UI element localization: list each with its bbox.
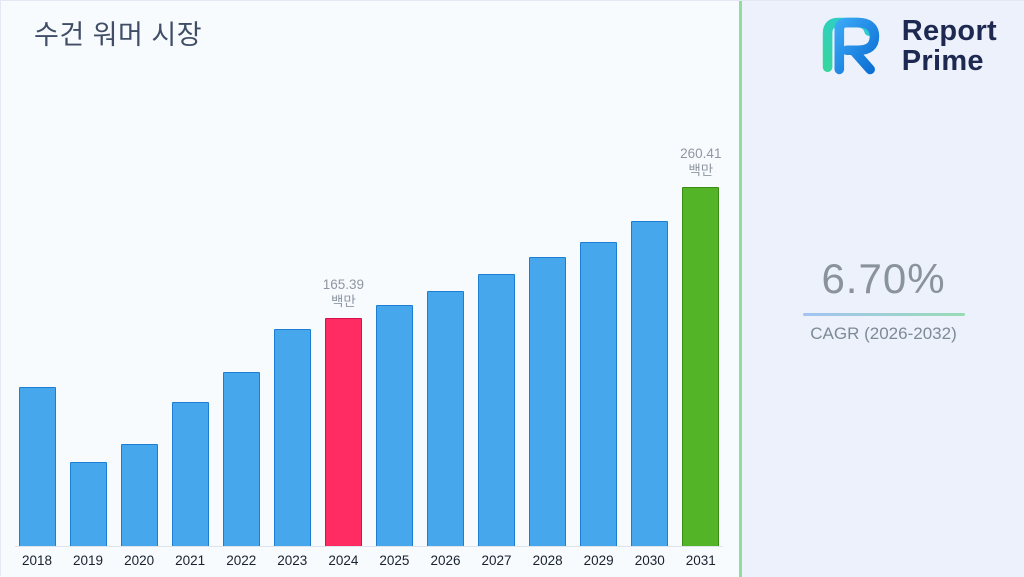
bar-group-2018: 2018 — [15, 387, 59, 571]
bar-2018 — [18, 387, 56, 547]
bar-group-2030: 2030 — [628, 221, 672, 571]
bar-group-2023: 2023 — [270, 329, 314, 571]
value-annotation-2024: 165.39 백만 — [322, 276, 365, 310]
bar-2027 — [478, 274, 516, 547]
cagr-block: 6.70% CAGR (2026-2032) — [742, 255, 1024, 344]
x-tick-2020: 2020 — [124, 553, 155, 568]
x-tick-2027: 2027 — [481, 553, 512, 568]
bar-2024 — [324, 318, 362, 547]
x-tick-2023: 2023 — [277, 553, 308, 568]
report-prime-logo: Report Prime — [812, 13, 997, 79]
x-tick-2019: 2019 — [73, 553, 104, 568]
bar-2026 — [427, 291, 464, 547]
logo-wordmark: Report Prime — [902, 16, 997, 76]
bar-group-2019: 2019 — [66, 462, 110, 571]
chart-panel: 수건 워머 시장 2018 2019 2020 2021 2022 2023 165.39 백… — [1, 1, 740, 577]
x-tick-2030: 2030 — [634, 553, 665, 568]
bar-group-2020: 2020 — [117, 444, 161, 571]
x-tick-2025: 2025 — [379, 553, 410, 568]
x-tick-2021: 2021 — [175, 553, 206, 568]
bar-group-2027: 2027 — [475, 274, 519, 571]
bar-2025 — [375, 305, 413, 547]
bar-2022 — [222, 372, 260, 547]
bar-2028 — [529, 257, 567, 547]
x-tick-2031: 2031 — [685, 553, 716, 568]
bar-group-2024: 165.39 백만 2024 — [321, 277, 365, 571]
bar-group-2028: 2028 — [526, 257, 570, 571]
cagr-underline — [802, 313, 965, 316]
panel-divider — [739, 1, 742, 577]
bar-group-2021: 2021 — [168, 402, 212, 571]
report-prime-logo-icon — [822, 17, 879, 75]
x-tick-2024: 2024 — [328, 553, 359, 568]
bar-2019 — [69, 462, 107, 547]
x-tick-2026: 2026 — [430, 553, 461, 568]
x-tick-2018: 2018 — [21, 553, 53, 568]
cagr-label: CAGR (2026-2032) — [810, 324, 957, 343]
bar-group-2031: 260.41 백만 2031 — [679, 146, 723, 571]
bar-2031 — [682, 187, 720, 547]
bar-chart: 2018 2019 2020 2021 2022 2023 165.39 백만 2024 2025… — [15, 119, 723, 571]
logo-text-prime: Prime — [901, 45, 984, 77]
bar-2023 — [273, 329, 311, 547]
x-tick-2022: 2022 — [226, 553, 257, 568]
value-annotation-2031: 260.41 백만 — [680, 145, 722, 179]
logo-text-report: Report — [901, 14, 997, 47]
x-tick-2029: 2029 — [583, 553, 614, 568]
chart-title: 수건 워머 시장 — [34, 20, 203, 50]
bar-group-2026: 2026 — [424, 291, 468, 571]
bar-2021 — [171, 402, 209, 547]
bar-group-2022: 2022 — [219, 372, 263, 571]
x-tick-2028: 2028 — [532, 553, 563, 568]
bar-group-2029: 2029 — [577, 242, 621, 571]
bar-2029 — [580, 242, 618, 547]
bar-group-2025: 2025 — [372, 305, 416, 571]
info-panel: Report Prime 6.70% CAGR (2026-2032) — [742, 1, 1024, 577]
cagr-value: 6.70% — [821, 255, 946, 302]
bar-2020 — [120, 444, 158, 547]
bar-2030 — [631, 221, 669, 547]
